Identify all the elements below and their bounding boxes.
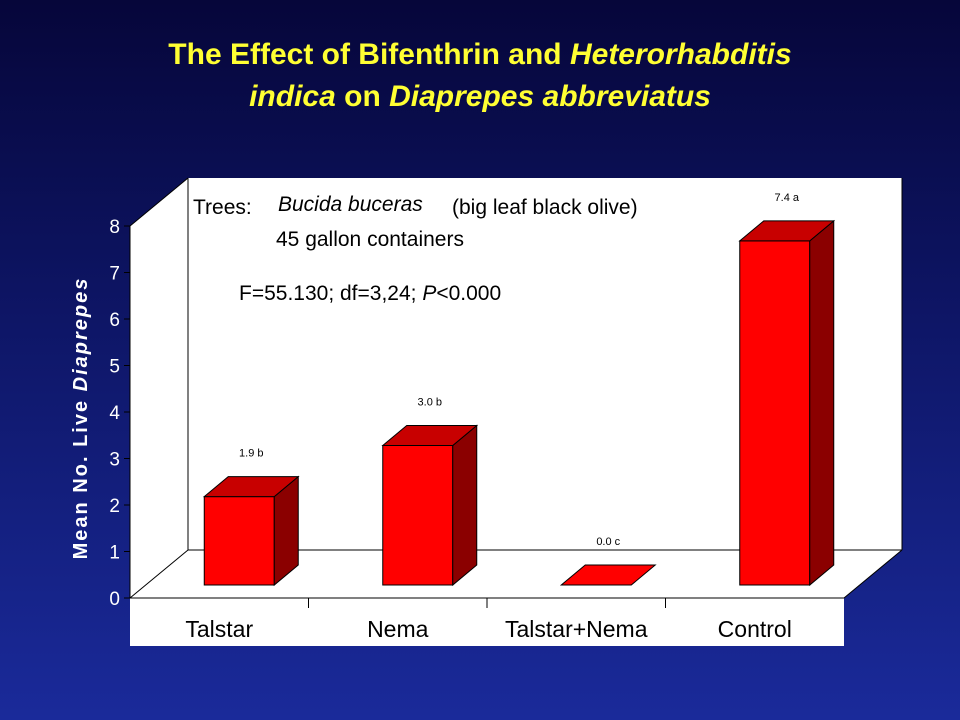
y-axis-label: Mean No. Live Diaprepes (70, 277, 92, 560)
data-labels: 1.9 b 3.0 b 0.0 c 7.4 a (239, 192, 800, 548)
annotation-block: Trees: Bucida buceras (big leaf black ol… (193, 193, 638, 305)
title-text-4: on (335, 80, 390, 113)
title-line-1: The Effect of Bifenthrin and Heterorhabd… (0, 34, 960, 76)
bar-control (738, 219, 836, 587)
x-category-label: Nema (367, 616, 429, 642)
title-text-5: Diaprepes abbreviatus (389, 80, 711, 113)
stats-note: F=55.130; df=3,24; P<0.000 (239, 282, 501, 305)
y-ticks: 0 1 2 3 4 5 6 7 8 (109, 217, 130, 610)
y-tick-label: 3 (109, 450, 120, 471)
bar-top (559, 564, 657, 586)
bar-top (381, 425, 479, 446)
side-wall (130, 178, 188, 598)
title-line-2: indica on Diaprepes abbreviatus (0, 76, 960, 118)
data-label: 1.9 b (239, 448, 263, 460)
species-name: Bucida buceras (278, 193, 423, 216)
data-label: 7.4 a (775, 192, 800, 204)
y-tick-label: 0 (109, 589, 120, 610)
floor (130, 550, 902, 598)
bar-front (382, 445, 454, 586)
slide-title: The Effect of Bifenthrin and Heterorhabd… (0, 34, 960, 118)
back-wall (188, 178, 902, 550)
title-text-2: Heterorhabditis (569, 38, 792, 71)
y-tick-label: 8 (109, 217, 120, 238)
bar-top (202, 476, 300, 498)
bar-talstar-nema (559, 564, 657, 586)
y-tick-label: 2 (109, 496, 120, 517)
bar-front (203, 496, 275, 586)
x-category-label: Control (718, 616, 792, 642)
bar-top (738, 220, 836, 242)
containers-note: 45 gallon containers (276, 228, 464, 251)
top-depth-line (129, 177, 189, 227)
y-tick-label: 6 (109, 310, 120, 331)
floor-depth-line (129, 549, 189, 599)
x-category-label: Talstar (185, 616, 253, 642)
x-categories: Talstar Nema Talstar+Nema Control (185, 598, 792, 642)
common-name: (big leaf black olive) (452, 196, 638, 219)
data-label: 3.0 b (418, 397, 442, 409)
bar-talstar (202, 475, 300, 587)
bar-side (452, 424, 478, 587)
plot-walls (130, 178, 902, 646)
y-tick-label: 5 (109, 357, 120, 378)
floor-right-edge (843, 549, 903, 599)
bars (202, 219, 836, 587)
y-tick-label: 7 (109, 264, 120, 285)
bar-side (809, 219, 835, 587)
x-category-label: Talstar+Nema (505, 616, 648, 642)
y-tick-label: 4 (109, 403, 120, 424)
y-tick-label: 1 (109, 543, 120, 564)
trees-label: Trees: (193, 196, 252, 219)
title-text-1: The Effect of Bifenthrin and (168, 38, 570, 71)
title-text-3: indica (249, 80, 336, 113)
bar-front (739, 240, 811, 586)
data-label: 0.0 c (596, 536, 620, 548)
bar-nema (381, 424, 479, 587)
